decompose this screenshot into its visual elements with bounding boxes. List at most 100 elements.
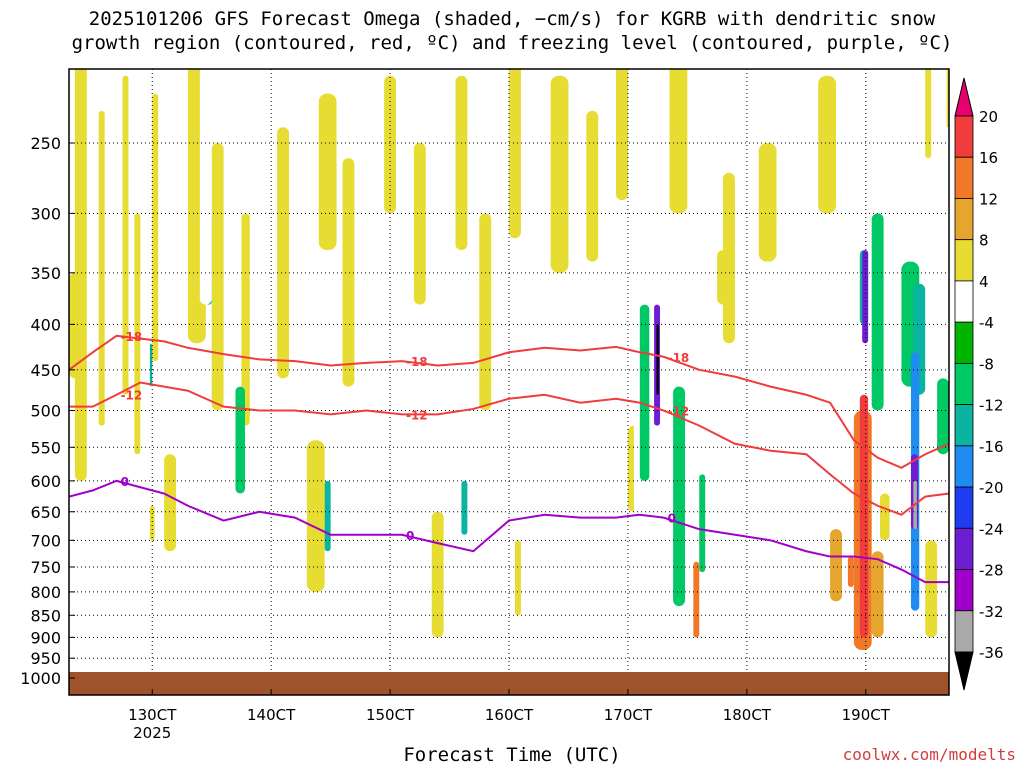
y-tick-label: 950 [30,649,61,668]
y-tick-label: 800 [30,583,61,602]
omega-patch [122,75,129,395]
omega-patch [360,158,373,344]
omega-patch [318,93,337,251]
omega-patch [693,369,712,541]
y-tick-label: 550 [30,438,61,457]
omega-patch [699,474,706,573]
y-tick-label: 850 [30,606,61,625]
colorbar-band [954,362,974,406]
omega-patch [419,304,432,481]
omega-patch [830,529,842,602]
y-tick-label: 700 [30,531,61,550]
omega-patch [149,505,155,541]
omega-patch [431,511,444,638]
x-tick-label: 180CT [723,706,772,724]
contour-lines: -18 -18 -18 -12 -12 -12 0 0 0 [69,330,949,584]
colorbar-label: -8 [979,355,994,373]
omega-patch [841,454,854,638]
colorbar-band [954,610,974,653]
omega-patch [639,304,650,481]
y-tick-label: 750 [30,558,61,577]
omega-patch [342,158,355,387]
x-tick-label: 130CT [128,706,177,724]
omega-patch [413,649,426,663]
colorbar-label: -32 [979,603,1004,621]
omega-patch [717,250,729,305]
omega-patch [871,213,884,411]
y-tick-label: 1000 [20,669,61,688]
colorbar-band [954,198,974,241]
contour-label: -18 [668,351,690,365]
x-tick-label: 190CT [842,706,891,724]
omega-patch [580,662,587,671]
omega-patch [74,69,87,481]
omega-patch [289,75,301,262]
y-tick-label: 350 [30,264,61,283]
colorbar-label: 8 [979,232,989,250]
omega-patch [514,540,521,616]
omega-patch [235,386,245,494]
omega-patch [580,425,593,573]
y-tick-label: 650 [30,503,61,522]
omega-patch [925,540,938,638]
gridlines [69,69,949,695]
colorbar-label: -28 [979,562,1004,580]
chart-title-line-1: 2025101206 GFS Forecast Omega (shaded, −… [88,8,936,30]
x-tick-label: 140CT [247,706,296,724]
omega-patch [134,213,141,455]
omega-patch [455,75,468,251]
contour-label: 0 [668,512,676,526]
omega-patch [217,637,224,663]
omega-shading [69,69,949,671]
y-tick-label: 300 [30,204,61,223]
omega-patch [656,324,659,395]
colorbar-band [954,527,974,570]
omega-patch [937,378,949,455]
omega-patch [550,75,569,273]
omega-patch [152,93,159,362]
ground-surface [69,672,949,695]
omega-patch [241,213,250,426]
omega-patch [413,143,426,305]
x-tick-label: 150CT [366,706,415,724]
contour--12 [69,381,949,516]
omega-patch [509,69,521,239]
colorbar-label: -12 [979,397,1004,415]
omega-patch [847,556,854,588]
omega-patch [782,304,801,506]
colorbar-band [954,239,974,282]
axes-labels: 250 300 350 400 450 500 550 600 650 700 750 800 850 9… [20,134,890,742]
contour-label: -18 [121,330,143,344]
colorbar-band [954,404,974,447]
omega-patch [669,69,688,214]
y-tick-label: 600 [30,472,61,491]
omega-patch [211,143,224,411]
omega-patch [479,213,492,411]
y-tick-label: 900 [30,628,61,647]
omega-patch [140,272,150,638]
colorbar-label: -36 [979,644,1004,662]
contour--18 [69,334,949,469]
omega-patch [862,250,869,344]
omega-patch [673,386,685,607]
contour-label: 0 [406,529,414,543]
omega-patch [758,143,777,262]
credit-text: coolwx.com/modelts [842,745,1016,764]
y-tick-label: 400 [30,315,61,334]
colorbar-label: 12 [979,190,998,208]
omega-patch [616,69,628,201]
colorbar-label: 4 [979,273,989,291]
colorbar-label: 16 [979,149,998,167]
x-tick-label: 160CT [485,706,534,724]
omega-patch [818,75,837,214]
colorbar-label: 20 [979,108,998,126]
omega-patch [223,352,236,573]
omega-patch [199,69,212,305]
colorbar-label: -20 [979,479,1004,497]
colorbar-band [954,156,974,199]
omega-patch [384,75,397,214]
contour-0 [69,479,949,584]
x-tick-label: 170CT [604,706,653,724]
omega-patch [880,493,890,541]
